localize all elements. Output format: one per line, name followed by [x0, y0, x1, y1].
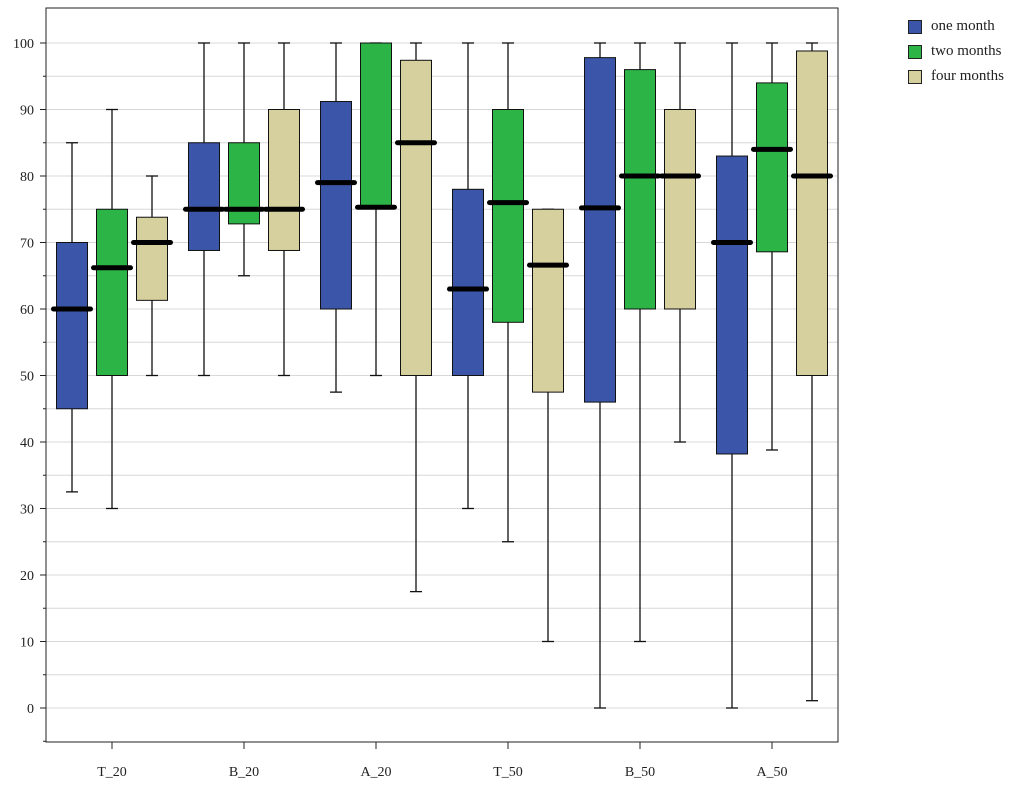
y-tick-label: 50 — [20, 370, 34, 385]
legend-label: one month — [931, 18, 995, 34]
y-tick-label: 100 — [13, 37, 34, 52]
y-tick-label: 10 — [20, 636, 34, 651]
box-T_20-1 — [91, 108, 133, 510]
legend-label: four months — [931, 68, 1004, 84]
y-tick-label: 70 — [20, 237, 34, 252]
box-iqr — [188, 142, 220, 251]
box-iqr — [716, 155, 748, 455]
box-A_50-1 — [751, 42, 793, 451]
axes: 0 10 20 30 40 50 60 70 80 90 100 T_20 B_20 A_20 T_50 B_… — [13, 7, 839, 780]
box-iqr — [56, 242, 88, 410]
box-B_20-0 — [183, 42, 225, 377]
box-A_50-0 — [711, 42, 753, 709]
x-tick-label: T_20 — [97, 765, 127, 780]
y-tick-label: 0 — [27, 702, 34, 717]
box-iqr — [452, 188, 484, 376]
box-groups — [51, 42, 833, 709]
box-T_20-0 — [51, 142, 93, 493]
box-B_50-0 — [579, 42, 621, 709]
box-B_50-1 — [619, 42, 661, 643]
y-tick-label: 30 — [20, 503, 34, 518]
box-B_20-2 — [263, 42, 305, 377]
x-tick-label: B_50 — [625, 765, 655, 780]
box-iqr — [796, 50, 828, 376]
y-tick-label: 90 — [20, 104, 34, 119]
grid-lines — [46, 42, 838, 709]
box-iqr — [400, 59, 432, 376]
box-A_20-0 — [315, 42, 357, 393]
box-iqr — [584, 57, 616, 403]
legend: one month two months four months — [908, 14, 1004, 89]
legend-swatch — [908, 69, 922, 84]
box-T_20-2 — [131, 175, 173, 377]
legend-swatch — [908, 19, 922, 34]
box-iqr — [136, 216, 168, 301]
legend-item-four-months: four months — [908, 64, 1004, 89]
legend-label: two months — [931, 43, 1002, 59]
legend-item-one-month: one month — [908, 14, 1004, 39]
box-iqr — [320, 101, 352, 310]
box-A_50-2 — [791, 42, 833, 702]
box-iqr — [756, 82, 788, 253]
box-T_50-2 — [527, 208, 569, 643]
box-iqr — [624, 69, 656, 310]
box-A_20-1 — [355, 42, 397, 377]
box-iqr — [492, 109, 524, 323]
box-T_50-1 — [487, 42, 529, 543]
box-iqr — [532, 208, 564, 393]
box-iqr — [360, 42, 392, 208]
y-tick-label: 60 — [20, 303, 34, 318]
box-A_20-2 — [395, 42, 437, 593]
x-tick-label: A_20 — [360, 765, 391, 780]
box-B_20-1 — [223, 42, 265, 277]
y-tick-label: 40 — [20, 436, 34, 451]
box-iqr — [664, 109, 696, 310]
y-tick-label: 20 — [20, 569, 34, 584]
box-iqr — [268, 109, 300, 251]
y-tick-label: 80 — [20, 170, 34, 185]
x-tick-label: T_50 — [493, 765, 523, 780]
x-tick-label: A_50 — [756, 765, 787, 780]
box-B_50-2 — [659, 42, 701, 443]
legend-swatch — [908, 44, 922, 59]
x-tick-label: B_20 — [229, 765, 259, 780]
legend-item-two-months: two months — [908, 39, 1004, 64]
box-T_50-0 — [447, 42, 489, 510]
box-iqr — [96, 208, 128, 376]
